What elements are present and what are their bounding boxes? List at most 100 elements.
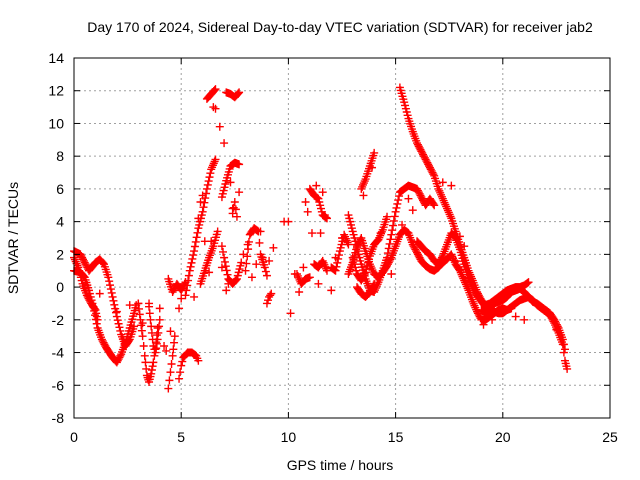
track-09-point: [184, 271, 193, 280]
track-06-point: [167, 360, 176, 368]
scatter-point: [387, 270, 396, 278]
track-18-point: [305, 273, 314, 282]
track-09-point: [186, 262, 195, 271]
track-09-point: [205, 173, 214, 182]
track-17-point: [266, 291, 275, 300]
track-04-point: [149, 358, 158, 367]
track-16-point: [242, 259, 251, 268]
track-29-point: [559, 340, 568, 349]
scatter-point: [224, 279, 233, 288]
track-16-point: [243, 252, 252, 261]
track-16-point: [241, 266, 250, 275]
track-21-point: [343, 238, 352, 247]
track-02-point: [92, 319, 101, 328]
track-06-point: [168, 351, 177, 360]
track-15-point: [232, 212, 241, 221]
track-06-point: [170, 338, 179, 347]
track-27-point: [429, 170, 438, 179]
scatter-point: [438, 178, 447, 187]
track-16-point: [261, 267, 270, 276]
scatter-point: [284, 217, 293, 226]
track-05-point: [155, 315, 164, 324]
track-01-point: [105, 277, 114, 286]
track-23-point: [386, 255, 395, 264]
track-01-point: [106, 285, 115, 294]
track-01-point: [114, 319, 123, 328]
track-08-point: [178, 357, 187, 366]
scatter-point: [451, 256, 460, 265]
track-09-point: [190, 242, 199, 251]
y-tick-label: -2: [52, 312, 65, 328]
track-01-point: [112, 308, 121, 317]
track-12-point: [217, 242, 226, 251]
y-tick-label: -8: [52, 410, 65, 426]
track-04-point: [135, 304, 144, 313]
track-09-point: [198, 207, 207, 216]
track-24-point: [360, 270, 369, 278]
track-06-point: [169, 345, 178, 354]
track-10-point: [213, 227, 222, 236]
scatter-point: [408, 206, 417, 215]
scatter-point: [256, 227, 265, 236]
track-16-point: [255, 238, 264, 247]
scatter-point: [316, 229, 325, 238]
scatter-point: [247, 273, 256, 282]
track-01-point: [110, 300, 119, 309]
scatter-point: [368, 163, 377, 172]
x-tick-label: 20: [495, 429, 511, 445]
track-01-point: [113, 316, 122, 325]
scatter-point: [479, 320, 488, 329]
track-22-point: [389, 221, 398, 230]
track-09-point: [206, 169, 215, 178]
track-03-point: [73, 261, 82, 270]
track-23-point: [471, 303, 480, 312]
data-layer: [70, 83, 572, 393]
track-09-point: [202, 189, 211, 198]
track-22-point: [389, 216, 398, 225]
track-20-point: [320, 260, 329, 269]
track-22-point: [387, 230, 396, 239]
y-tick-label: 12: [48, 83, 64, 99]
scatter-point: [258, 253, 267, 262]
scatter-point: [160, 342, 169, 350]
track-04-point: [148, 362, 157, 371]
scatter-point: [327, 286, 336, 295]
track-22-point: [429, 199, 438, 208]
scatter-point: [138, 319, 147, 328]
track-24-point: [383, 212, 392, 221]
track-23-point: [367, 264, 376, 273]
track-21-point: [332, 262, 341, 271]
scatter-point: [455, 232, 464, 241]
track-01-point: [106, 281, 115, 290]
track-08-point: [175, 374, 184, 383]
track-06-point: [165, 376, 174, 385]
track-12-point: [223, 270, 232, 279]
scatter-point: [303, 207, 312, 216]
track-22-point: [430, 201, 439, 210]
scatter-point: [299, 263, 308, 272]
track-09-point: [189, 251, 198, 260]
track-03-point: [90, 304, 99, 313]
track-04-point: [142, 364, 151, 373]
track-09-point: [193, 228, 202, 237]
scatter-point: [177, 294, 186, 303]
track-28-point: [464, 273, 473, 282]
scatter-point: [95, 289, 104, 298]
scatter-point: [295, 288, 304, 296]
track-23-point: [368, 266, 377, 275]
scatter-point: [205, 268, 214, 277]
track-22-point: [392, 203, 401, 212]
track-26-point: [359, 179, 368, 188]
scatter-point: [520, 315, 529, 324]
track-09-point: [181, 291, 190, 300]
track-04-point: [139, 342, 148, 350]
track-04-point: [138, 332, 147, 341]
track-01-point: [108, 292, 117, 301]
track-04-point: [140, 351, 149, 360]
scatter-point: [265, 256, 274, 265]
track-05-point: [153, 335, 162, 344]
y-axis-label: SDTVAR / TECUs: [5, 182, 21, 294]
scatter-point: [235, 188, 244, 197]
ticks-layer: 0 5 10 15 20 25 -8 -6 -4 -2 0 2 4 6 8 10 12 14: [48, 50, 618, 445]
scatter-point: [312, 181, 321, 190]
